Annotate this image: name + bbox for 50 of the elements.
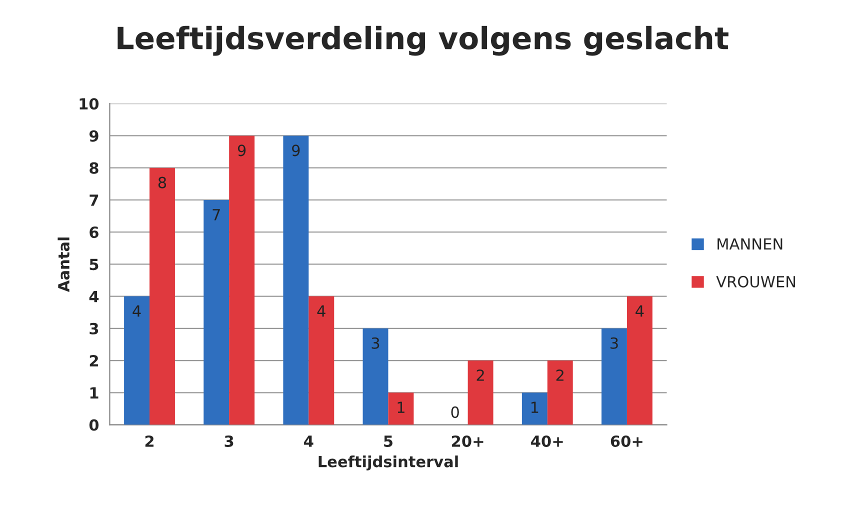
y-tick-label: 5 [90, 258, 98, 270]
data-label: 4 [317, 305, 326, 317]
x-axis-title: Leeftijdsinterval [318, 456, 458, 470]
bar [468, 360, 494, 425]
y-tick-label: 0 [89, 419, 99, 431]
y-tick-label: 8 [90, 162, 98, 174]
data-label: 3 [372, 337, 380, 349]
legend-label: MANNEN [718, 238, 782, 250]
y-tick-label: 1 [90, 387, 98, 398]
chart-title: Leeftijdsverdeling volgens geslacht [118, 26, 728, 56]
data-label: 9 [238, 144, 246, 156]
y-tick-label: 3 [90, 322, 98, 334]
data-label: 2 [556, 369, 564, 381]
bar [362, 328, 388, 425]
bar [204, 200, 230, 425]
bar [547, 360, 573, 425]
bar [124, 296, 150, 425]
x-tick-label: 60+ [610, 435, 642, 448]
x-tick-label: 40+ [531, 435, 563, 448]
bar [283, 136, 309, 425]
bar [229, 136, 255, 425]
x-tick-label: 5 [384, 436, 392, 448]
data-label: 7 [212, 209, 220, 220]
bar [522, 392, 548, 425]
x-tick-label: 3 [224, 435, 234, 448]
data-label: 3 [610, 337, 618, 349]
bar [388, 392, 414, 425]
legend-label: VROUWEN [716, 276, 796, 288]
data-label: 1 [531, 402, 538, 413]
y-tick-label: 10 [80, 98, 99, 110]
y-tick-label: 2 [90, 354, 98, 366]
y-tick-label: 7 [90, 194, 98, 206]
y-tick-label: 6 [90, 226, 98, 238]
x-tick-label: 2 [145, 435, 154, 447]
y-tick-label: 9 [89, 130, 98, 142]
y-axis-title: Aantal [58, 238, 70, 292]
bar [602, 328, 627, 425]
x-tick-label: 20+ [452, 435, 484, 448]
data-label: 1 [398, 402, 404, 413]
bar [626, 296, 652, 425]
data-label: 4 [132, 305, 141, 317]
y-tick-label: 4 [89, 290, 99, 302]
x-tick-label: 4 [304, 436, 314, 447]
data-label: 4 [636, 305, 644, 317]
bar [150, 168, 175, 425]
data-label: 9 [292, 144, 300, 156]
bar [308, 296, 334, 425]
data-label: 0 [451, 406, 459, 418]
data-label: 2 [476, 369, 484, 381]
data-label: 8 [158, 176, 166, 188]
